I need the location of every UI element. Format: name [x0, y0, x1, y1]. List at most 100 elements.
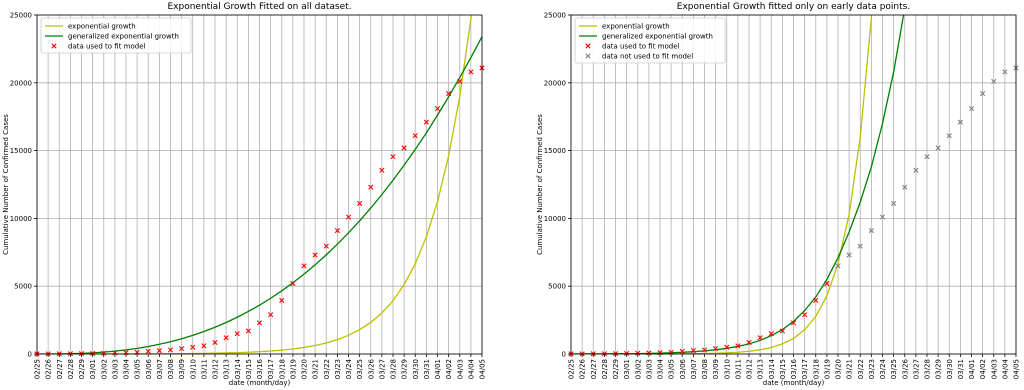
x-tick-label: 03/17	[267, 359, 275, 379]
y-tick-label: 20000	[10, 79, 32, 87]
data-point	[223, 335, 229, 341]
x-tick-label: 03/05	[668, 359, 676, 379]
legend-label: data not used to fit model	[602, 53, 693, 61]
data-point	[101, 350, 107, 356]
x-tick-label: 02/27	[56, 359, 64, 379]
x-tick-label: 02/26	[45, 358, 53, 379]
data-point	[824, 280, 830, 287]
x-tick-label: 03/24	[879, 358, 887, 379]
legend-label: generalized exponential growth	[602, 33, 713, 41]
x-tick-label: 03/21	[312, 359, 320, 379]
subplot: Exponential Growth fitted only on early …	[536, 2, 1021, 387]
x-tick-label: 03/15	[245, 359, 253, 379]
data-point	[412, 133, 418, 139]
x-tick-label: 02/27	[590, 359, 598, 379]
series-line	[37, 36, 482, 354]
data-point	[290, 280, 296, 287]
legend: exponential growth generalized exponentia…	[40, 17, 192, 54]
x-tick-label: 03/12	[746, 359, 754, 379]
x-tick-label: 03/28	[924, 359, 932, 379]
x-tick-label: 03/13	[223, 359, 231, 379]
data-point	[935, 145, 941, 151]
x-tick-label: 03/26	[367, 358, 375, 379]
y-tick-label: 15000	[544, 147, 566, 155]
legend: exponential growth generalized exponentia…	[574, 17, 726, 64]
x-tick-label: 02/25	[34, 359, 42, 379]
y-tick-label: 25000	[544, 12, 566, 20]
legend-box	[574, 17, 726, 64]
subplot: Exponential Growth Fitted on all dataset…	[2, 2, 487, 387]
data-point	[701, 347, 708, 353]
y-tick-label: 20000	[544, 79, 566, 87]
data-point	[968, 105, 975, 112]
x-tick-label: 03/20	[835, 359, 843, 379]
data-point	[790, 320, 797, 326]
data-point	[980, 91, 986, 97]
data-point	[1002, 69, 1008, 75]
data-point	[724, 344, 730, 350]
x-tick-label: 03/30	[412, 359, 420, 379]
x-tick-label: 03/04	[123, 358, 131, 379]
data-point	[713, 345, 719, 352]
x-tick-label: 03/28	[390, 359, 398, 379]
data-point	[891, 200, 897, 207]
data-point	[679, 348, 685, 354]
data-point	[879, 214, 886, 220]
data-point	[802, 312, 808, 318]
x-tick-label: 03/06	[679, 358, 687, 379]
x-tick-label: 03/12	[212, 359, 220, 379]
data-point	[212, 339, 218, 346]
data-point	[468, 69, 474, 75]
data-point	[90, 350, 96, 357]
data-point	[345, 214, 352, 220]
x-tick-label: 03/10	[189, 359, 197, 379]
data-point	[190, 344, 196, 350]
data-point	[179, 345, 185, 352]
data-point	[234, 331, 240, 337]
x-tick-label: 02/25	[568, 359, 576, 379]
legend-marker	[585, 53, 591, 59]
data-point	[690, 348, 696, 354]
data-point	[201, 343, 207, 349]
legend-label: generalized exponential growth	[68, 33, 179, 41]
x-tick-label: 03/27	[378, 359, 386, 379]
data-point	[746, 339, 752, 346]
x-tick-label: 03/23	[334, 359, 342, 379]
y-tick-label: 25000	[10, 12, 32, 20]
data-point	[835, 263, 841, 269]
x-tick-label: 03/24	[345, 358, 353, 379]
x-tick-label: 04/01	[968, 359, 976, 379]
data-point	[434, 105, 441, 112]
x-tick-label: 03/30	[946, 359, 954, 379]
data-point	[245, 328, 251, 334]
data-point	[312, 252, 318, 258]
x-tick-label: 03/20	[301, 359, 309, 379]
data-point	[813, 297, 819, 304]
plot-frame	[570, 14, 1017, 355]
data-point	[334, 228, 340, 234]
x-tick-label: 03/06	[145, 358, 153, 379]
legend-box	[40, 17, 192, 54]
data-point	[446, 91, 452, 97]
data-point	[902, 184, 908, 190]
x-tick-label: 02/28	[67, 359, 75, 379]
data-point	[635, 350, 641, 356]
data-point	[423, 119, 429, 125]
data-point	[390, 154, 396, 160]
data-point	[401, 145, 407, 151]
y-tick-label: 5000	[548, 283, 566, 291]
x-tick-label: 03/29	[401, 359, 409, 379]
data-point	[156, 348, 162, 354]
x-tick-label: 03/14	[234, 358, 242, 379]
y-tick-label: 5000	[14, 283, 32, 291]
data-point	[145, 348, 151, 354]
x-tick-label: 03/18	[812, 359, 820, 379]
x-tick-label: 03/21	[846, 359, 854, 379]
x-tick-label: 03/11	[734, 359, 742, 379]
x-tick-label: 03/16	[256, 358, 264, 379]
data-point	[612, 351, 619, 357]
x-tick-label: 03/18	[278, 359, 286, 379]
x-tick-label: 03/03	[645, 359, 653, 379]
x-tick-label: 04/04	[467, 358, 475, 379]
chart-title: Exponential Growth Fitted on all dataset…	[167, 2, 351, 12]
